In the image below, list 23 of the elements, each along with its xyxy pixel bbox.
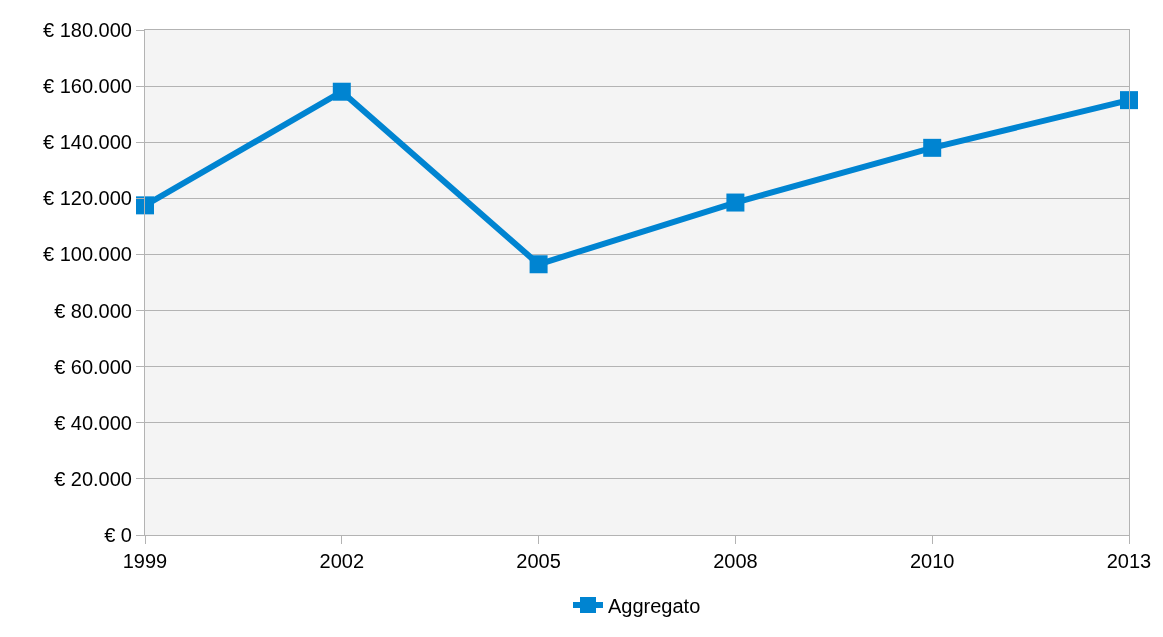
point: [529, 255, 548, 274]
x-tick-label: 1999: [122, 550, 168, 572]
y-tick-label: € 60.000: [54, 355, 132, 378]
y-tick-label: € 180.000: [43, 19, 132, 41]
x-tick-label: 2013: [1106, 550, 1152, 572]
y-tick-label: € 40.000: [54, 411, 132, 434]
y-tick-label: € 80.000: [54, 299, 132, 322]
legend-label: Aggregato: [608, 594, 701, 617]
point: [332, 82, 351, 101]
x-tick-label: 2010: [909, 550, 955, 572]
y-tick-label: € 140.000: [43, 131, 132, 154]
x-tick-label: 2005: [516, 550, 561, 572]
y-tick-label: € 0: [104, 524, 132, 546]
y-tick-label: € 20.000: [54, 467, 132, 490]
point: [1120, 91, 1138, 110]
point: [726, 193, 745, 212]
x-tick-label: 2008: [713, 550, 758, 572]
point: [136, 196, 154, 215]
y-tick-label: € 100.000: [43, 243, 132, 266]
x-tick-label: 2002: [319, 550, 365, 572]
y-tick-label: € 160.000: [43, 75, 132, 98]
point: [923, 138, 942, 157]
y-tick-label: € 120.000: [43, 187, 132, 210]
